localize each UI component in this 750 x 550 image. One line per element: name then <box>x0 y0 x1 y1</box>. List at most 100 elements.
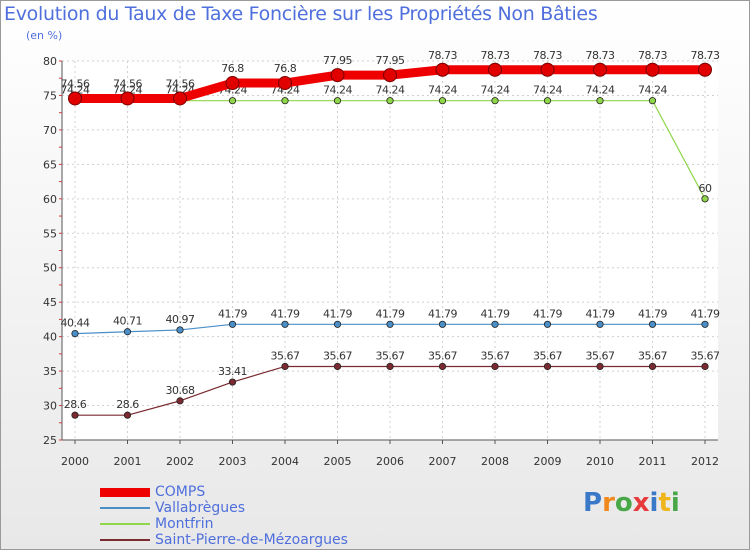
data-label: 35.67 <box>481 349 510 362</box>
data-point-comps <box>120 91 135 106</box>
data-point <box>596 320 604 328</box>
data-point <box>71 411 79 419</box>
data-point <box>438 320 447 328</box>
data-label: 74.24 <box>481 84 510 97</box>
x-tick-label: 2012 <box>691 455 719 468</box>
logo-letter: r <box>602 488 615 518</box>
data-label: 78.73 <box>533 49 562 62</box>
data-point <box>701 195 709 203</box>
x-tick-label: 2006 <box>376 455 404 468</box>
y-tick-label: 55 <box>43 227 57 240</box>
data-point <box>176 397 184 405</box>
data-label: 74.56 <box>113 77 142 90</box>
data-label: 35.67 <box>271 349 300 362</box>
y-tick-label: 75 <box>43 89 57 102</box>
y-tick-label: 35 <box>43 365 57 378</box>
data-label: 74.24 <box>376 84 405 97</box>
data-label: 74.56 <box>61 77 90 90</box>
legend-label: Saint-Pierre-de-Mézoargues <box>155 532 348 548</box>
legend-swatch <box>100 487 150 497</box>
data-point <box>543 362 552 371</box>
x-tick-label: 2009 <box>534 455 562 468</box>
y-tick-label: 45 <box>43 296 57 309</box>
chart-legend: COMPS Vallabrègues Montfrin Saint-Pierre-de… <box>100 484 400 548</box>
x-tick-label: 2003 <box>219 455 247 468</box>
data-label: 40.44 <box>61 317 90 330</box>
data-point <box>648 362 657 371</box>
data-point <box>491 97 499 105</box>
data-label: 28.6 <box>64 398 87 411</box>
data-label: 35.67 <box>586 349 615 362</box>
logo-letter: o <box>614 488 633 518</box>
x-tick-label: 2005 <box>324 455 352 468</box>
x-tick-label: 2004 <box>271 455 299 468</box>
data-point <box>648 97 657 105</box>
y-tick-label: 50 <box>43 262 57 275</box>
data-point-comps <box>225 76 240 91</box>
x-tick-label: 2000 <box>61 455 89 468</box>
chart-subtitle: (en %) <box>26 29 63 42</box>
data-point <box>123 411 132 419</box>
data-point-comps <box>383 68 397 83</box>
data-label: 41.79 <box>691 307 720 320</box>
logo-letter: t <box>658 488 671 518</box>
data-label: 77.95 <box>323 54 352 67</box>
legend-item: Vallabrègues <box>100 500 400 516</box>
data-label: 35.67 <box>376 349 405 362</box>
data-label: 74.24 <box>323 84 352 97</box>
data-label: 35.67 <box>691 349 720 362</box>
data-point <box>123 328 132 336</box>
data-point <box>386 362 394 371</box>
data-point <box>491 362 499 371</box>
data-label: 74.24 <box>113 84 142 97</box>
y-tick-label: 70 <box>43 124 57 137</box>
data-point <box>438 97 447 105</box>
data-point <box>228 97 237 105</box>
data-point <box>228 378 237 386</box>
data-point-comps <box>698 62 712 77</box>
data-point <box>701 362 709 371</box>
data-label: 41.79 <box>481 307 510 320</box>
data-label: 41.79 <box>271 307 300 320</box>
legend-item: Montfrin <box>100 516 400 532</box>
data-label: 41.79 <box>218 307 247 320</box>
y-tick-label: 65 <box>43 158 57 171</box>
logo-letter: i <box>670 488 680 518</box>
legend-swatch <box>100 523 150 525</box>
legend-label: Vallabrègues <box>155 500 246 516</box>
data-label: 78.73 <box>691 49 720 62</box>
data-label: 30.68 <box>166 384 195 397</box>
data-label: 35.67 <box>533 349 562 362</box>
data-point <box>438 362 447 371</box>
data-label: 78.73 <box>586 49 615 62</box>
y-tick-label: 80 <box>43 55 57 68</box>
data-point <box>281 97 289 105</box>
data-point-comps <box>68 91 82 106</box>
data-point-comps <box>435 62 450 77</box>
data-point <box>491 320 499 328</box>
data-point <box>281 320 289 328</box>
legend-item: COMPS <box>100 484 400 500</box>
data-point-comps <box>173 91 187 106</box>
x-tick-label: 2010 <box>586 455 614 468</box>
x-tick-label: 2002 <box>166 455 194 468</box>
data-point <box>543 320 552 328</box>
data-point-comps <box>540 62 555 77</box>
data-point <box>281 362 289 371</box>
x-tick-label: 2008 <box>481 455 509 468</box>
logo-letter: P <box>583 488 603 518</box>
data-label: 74.56 <box>166 77 195 90</box>
data-point <box>648 320 657 328</box>
data-label: 60 <box>699 182 712 195</box>
legend-label: COMPS <box>155 484 206 500</box>
logo-letter: x <box>632 488 650 518</box>
data-label: 78.73 <box>428 49 457 62</box>
legend-item: Saint-Pierre-de-Mézoargues <box>100 532 400 548</box>
data-label: 35.67 <box>323 349 352 362</box>
data-label: 41.79 <box>586 307 615 320</box>
data-label: 35.67 <box>428 349 457 362</box>
y-tick-label: 60 <box>43 193 57 206</box>
data-label: 41.79 <box>323 307 352 320</box>
data-label: 74.24 <box>586 84 615 97</box>
logo-letter: i <box>649 488 659 518</box>
